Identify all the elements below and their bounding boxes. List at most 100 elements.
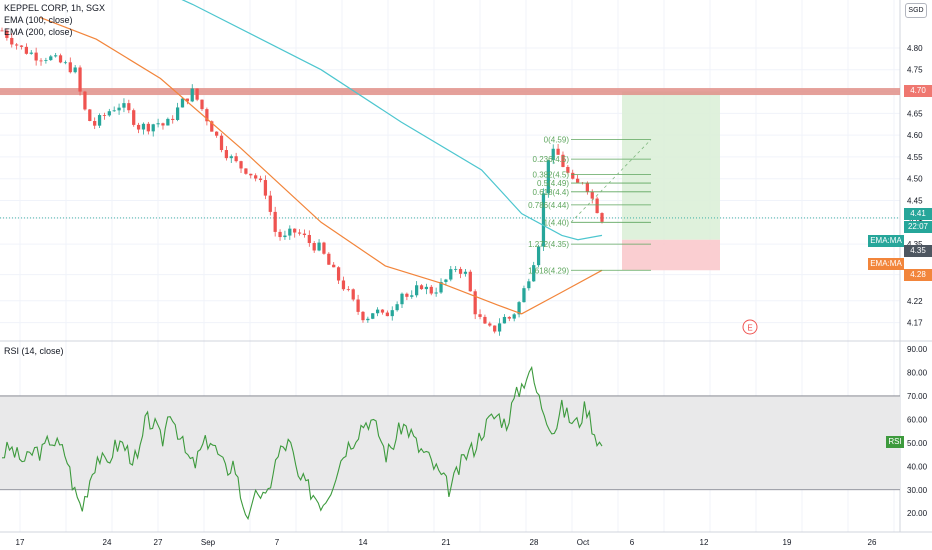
candle-body: [307, 234, 311, 244]
fib-level-label: 1.272(4.35): [528, 240, 569, 249]
ema200-legend[interactable]: EMA (200, close): [4, 27, 73, 37]
price-tick-label: 4.80: [907, 44, 923, 53]
candle-body: [507, 316, 511, 319]
candle-body: [10, 37, 14, 45]
resistance-band-rect: [0, 88, 900, 96]
rsi-legend[interactable]: RSI (14, close): [4, 346, 64, 356]
candle-body: [297, 232, 302, 234]
candle-body: [566, 166, 570, 173]
candle-body: [288, 228, 292, 236]
time-tick-label: 19: [783, 538, 792, 547]
candle-body: [239, 161, 243, 169]
candle-body: [497, 323, 502, 332]
rsi-tick-label: 60.00: [907, 415, 928, 424]
ema100-legend[interactable]: EMA (100, close): [4, 15, 73, 25]
price-tick-label: 4.65: [907, 109, 923, 118]
candle-body: [302, 233, 307, 235]
candle-body: [493, 325, 497, 332]
candle-body: [219, 135, 224, 151]
rsi-tick-label: 20.00: [907, 509, 928, 518]
fib-level-label: 0.236(4.5): [533, 155, 570, 164]
candle-body: [527, 281, 531, 289]
candle-body: [171, 118, 175, 120]
candle-body: [536, 246, 541, 266]
candle-body: [73, 67, 77, 73]
fib-level-label: 0.382(4.5): [533, 170, 570, 179]
candle-body: [415, 285, 419, 296]
candle-body: [571, 172, 575, 179]
candle-body: [595, 198, 599, 214]
rsi-panel[interactable]: [0, 365, 900, 521]
candle-body: [488, 323, 492, 326]
candle-body: [371, 313, 375, 319]
candle-body: [410, 295, 414, 297]
candle-body: [312, 243, 316, 251]
resistance-band[interactable]: [0, 88, 900, 219]
candle-body: [468, 271, 472, 292]
candle-body: [97, 115, 102, 126]
time-tick-label: Oct: [577, 538, 590, 547]
candle-body: [454, 268, 458, 270]
candle-body: [546, 160, 550, 194]
candle-body: [0, 30, 4, 32]
candle-body: [400, 293, 404, 305]
candle-body: [541, 193, 546, 247]
currency-scale-button[interactable]: SGD: [905, 3, 927, 18]
candle-body: [575, 178, 580, 183]
price-tick-label: 4.55: [907, 153, 923, 162]
candle-body: [429, 286, 433, 294]
price-tick-label: 4.45: [907, 197, 923, 206]
candle-body: [444, 279, 448, 282]
countdown-badge: 22:07: [904, 221, 932, 233]
candle-body: [29, 52, 33, 54]
price-tick-label: 4.17: [907, 319, 923, 328]
candle-body: [107, 111, 111, 116]
ema-lines: [39, 0, 603, 315]
candle-body: [483, 316, 487, 324]
rsi-line: [1, 365, 603, 521]
position-zones: [622, 91, 720, 271]
candle-body: [405, 293, 409, 297]
candle-body: [175, 107, 180, 120]
candle-body: [156, 123, 160, 125]
price-tick-label: 4.22: [907, 297, 923, 306]
candle-body: [380, 309, 385, 313]
candle-body: [210, 121, 214, 132]
candle-body: [136, 124, 141, 130]
candle-body: [54, 55, 58, 57]
candlesticks[interactable]: [0, 27, 604, 336]
candle-body: [263, 180, 268, 196]
time-tick-label: 6: [630, 538, 635, 547]
candle-body: [49, 56, 53, 61]
candle-body: [556, 148, 560, 155]
symbol-title[interactable]: KEPPEL CORP, 1h, SGX: [4, 3, 106, 13]
candle-body: [161, 123, 165, 126]
candle-body: [434, 292, 438, 294]
earnings-event-icon: [742, 319, 758, 335]
candle-body: [205, 109, 209, 122]
candle-body: [44, 60, 48, 61]
rsi-tag: RSI: [886, 436, 904, 448]
time-tick-label: 14: [359, 538, 368, 547]
earnings-event-letter: E: [747, 324, 752, 333]
candle-body: [268, 195, 272, 212]
candle-body: [122, 103, 126, 108]
candle-body: [63, 62, 68, 64]
time-tick-label: 12: [700, 538, 709, 547]
candle-body: [200, 99, 204, 110]
candle-body: [146, 123, 150, 132]
time-tick-label: Sep: [201, 538, 216, 547]
candle-body: [83, 91, 87, 110]
fib-retracement[interactable]: 0(4.59) 0.236(4.5) 0.382(4.5)0.5(4.49)0.61…: [528, 135, 758, 335]
candle-body: [117, 107, 121, 111]
candle-body: [375, 309, 380, 314]
candle-body: [283, 235, 287, 238]
candle-body: [166, 118, 170, 126]
candle-body: [517, 302, 521, 315]
candle-body: [278, 231, 282, 238]
fib-level-label: 1.618(4.29): [528, 266, 569, 275]
rsi-band-fill: [0, 395, 900, 490]
candle-body: [439, 281, 443, 293]
rsi-tick-label: 80.00: [907, 368, 928, 377]
